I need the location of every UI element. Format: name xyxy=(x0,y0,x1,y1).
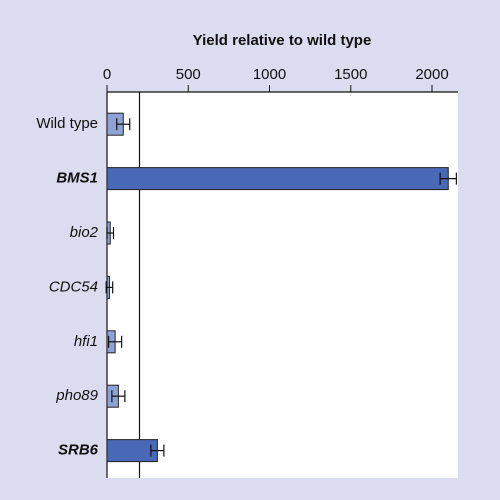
y-tick-label: SRB6 xyxy=(58,442,99,459)
y-tick-label: Wild type xyxy=(36,115,98,132)
y-tick-label: bio2 xyxy=(70,224,99,241)
bar xyxy=(106,167,449,191)
chart-title: Yield relative to wild type xyxy=(193,32,372,49)
x-tick-label: 500 xyxy=(176,66,201,83)
x-tick-label: 2000 xyxy=(415,66,448,83)
y-tick-label: pho89 xyxy=(55,387,98,404)
x-tick-label: 1000 xyxy=(253,66,286,83)
y-tick-label: hfi1 xyxy=(74,333,98,350)
plot-area xyxy=(107,92,458,478)
x-tick-label: 1500 xyxy=(334,66,367,83)
y-tick-label: BMS1 xyxy=(56,170,98,187)
x-tick-label: 0 xyxy=(103,66,111,83)
y-tick-label: CDC54 xyxy=(49,278,98,295)
bar xyxy=(106,439,158,463)
